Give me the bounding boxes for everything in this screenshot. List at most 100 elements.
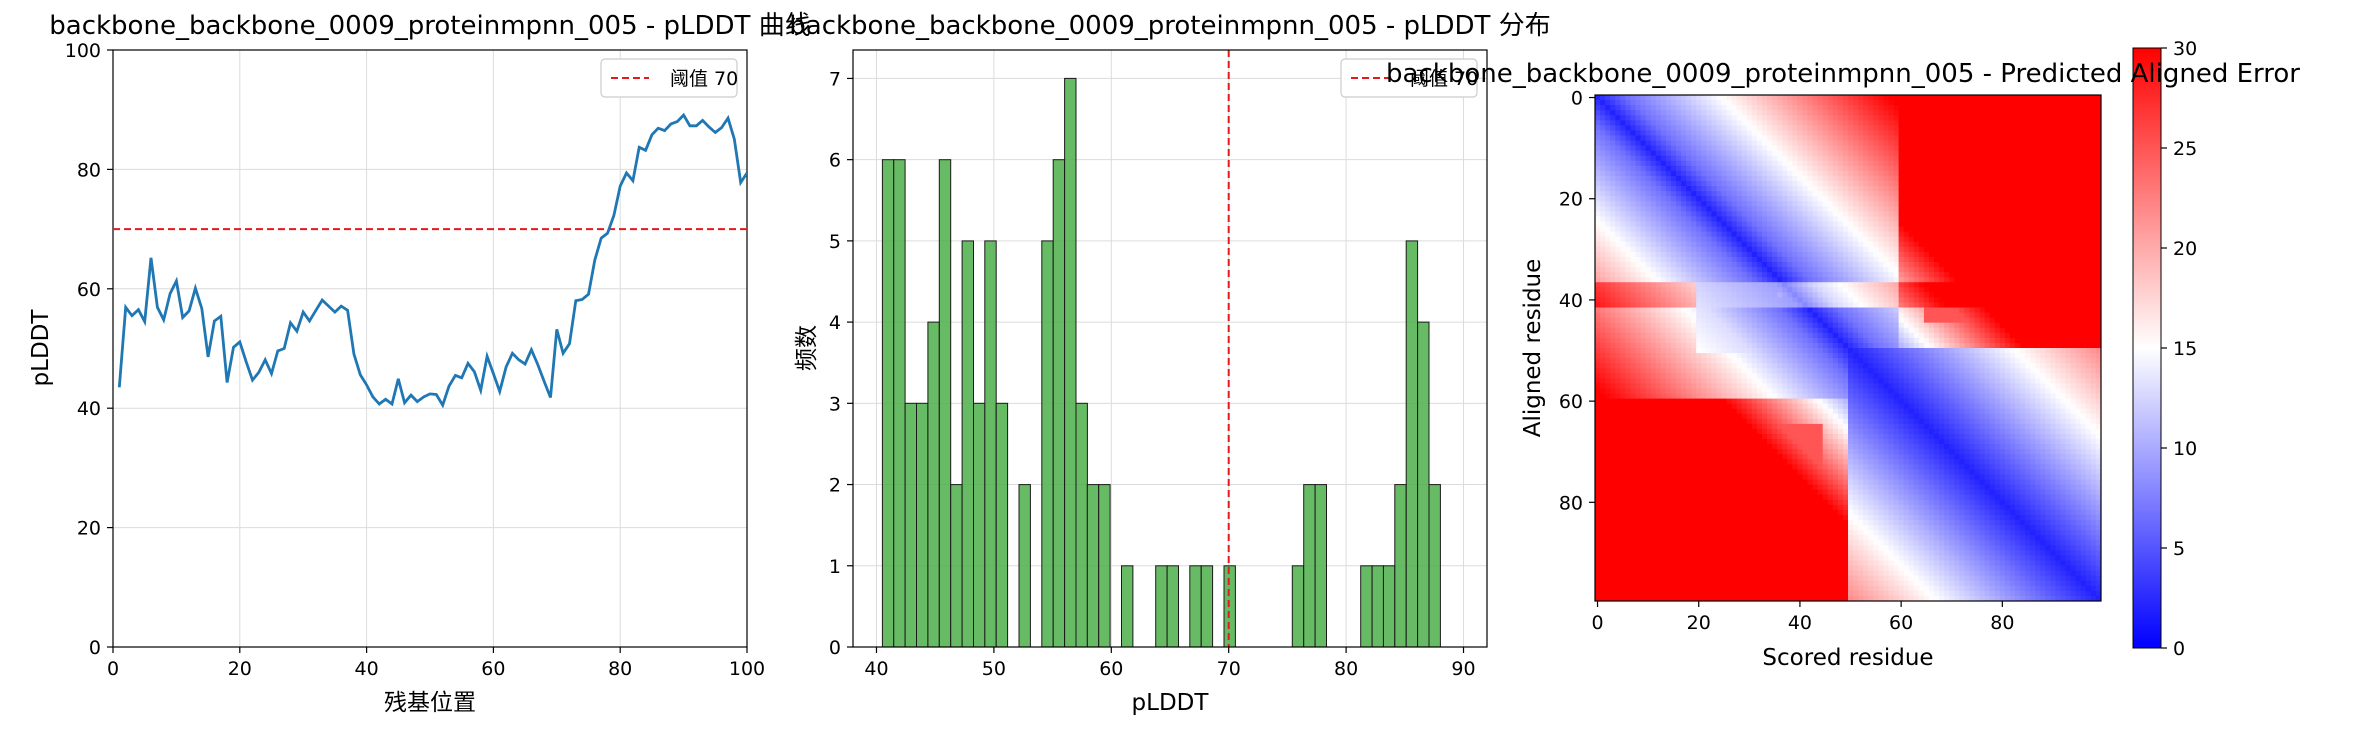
pae-heatmap-cell [1827,261,1834,268]
pae-heatmap-cell [1873,165,1879,172]
pae-heatmap-cell [1974,170,1980,177]
pae-heatmap-cell [2080,251,2087,258]
pae-heatmap-cell [2050,267,2056,273]
pae-heatmap-cell [1797,145,1803,152]
pae-heatmap-cell [1934,287,1940,293]
pae-heatmap-cell [1944,267,1950,273]
pae-heatmap-cell [2020,201,2026,207]
pae-heatmap-cell [1600,231,1606,238]
pae-heatmap-cell [1817,110,1824,116]
pae-heatmap-cell [1701,226,1707,233]
pae-heatmap-cell [1751,302,1758,308]
pae-heatmap-cell [1625,140,1631,146]
pae-heatmap-cell [1660,145,1667,152]
pae-heatmap-cell [1878,292,1884,298]
pae-heatmap-cell [1954,287,1960,293]
pae-heatmap-cell [2075,135,2082,141]
pae-heatmap-cell [1645,120,1652,126]
pae-heatmap-cell [1655,140,1662,146]
pae-heatmap-cell [1640,196,1646,202]
pae-heatmap-cell [1898,277,1905,283]
pae-heatmap-cell [1954,145,1960,152]
pae-heatmap-cell [1721,317,1727,324]
pae-heatmap-cell [1898,140,1905,146]
pae-heatmap-cell [1837,251,1844,258]
pae-heatmap-cell [1832,155,1839,162]
pae-heatmap-cell [1751,135,1758,141]
pae-heatmap-cell [1600,211,1606,217]
pae-heatmap-cell [1792,175,1798,182]
pae-heatmap-cell [1777,302,1783,308]
pae-heatmap-cell [1994,186,2001,192]
pae-heatmap-cell [1736,256,1743,263]
pae-heatmap-cell [1959,307,1965,313]
pae-heatmap-cell [1842,287,1849,293]
pae-heatmap-cell [1898,231,1905,238]
pae-heatmap-cell [1675,181,1682,187]
pae-heatmap-cell [1610,165,1616,172]
pae-heatmap-cell [1645,95,1652,101]
pae-heatmap-cell [2090,170,2097,177]
pae-heatmap-cell [1842,201,1849,207]
pae-heatmap-cell [1797,267,1803,273]
pae-heatmap-cell [1893,95,1899,101]
pae-heatmap-cell [1989,267,1996,273]
pae-heatmap-cell [1812,206,1819,212]
pae-heatmap-cell [1984,297,1991,303]
pae-heatmap-cell [1858,140,1864,146]
pae-heatmap-cell [2070,236,2077,243]
pae-heatmap-cell [2080,317,2087,324]
pae-heatmap-cell [1974,221,1980,227]
pae-heatmap-cell [1934,322,1940,329]
pae-heatmap-cell [1817,135,1824,141]
pae-heatmap-cell [1984,302,1991,308]
pae-heatmap-cell [2060,297,2066,303]
pae-heatmap-cell [1984,125,1991,131]
pae-heatmap-cell [1848,175,1854,182]
pae-heatmap-cell [1615,216,1621,222]
pae-heatmap-cell [2025,251,2031,258]
pae-heatmap-cell [1868,251,1874,258]
pae-heatmap-cell [1645,206,1652,212]
pae-heatmap-cell [1842,125,1849,131]
pae-heatmap-cell [2055,282,2061,288]
pae-heatmap-cell [1691,170,1697,177]
pae-heatmap-cell [1903,322,1910,329]
pae-heatmap-cell [1660,322,1667,329]
pae-heatmap-cell [1686,312,1692,319]
pae-heatmap-cell [1949,272,1955,278]
pae-heatmap-cell [2014,206,2021,212]
pae-heatmap-cell [1701,272,1707,278]
pae-heatmap-cell [1802,201,1808,207]
pae-heatmap-cell [1681,282,1687,288]
pae-heatmap-cell [2025,317,2031,324]
pae-heatmap-cell [1736,125,1743,131]
pae-heatmap-cell [1640,105,1646,111]
pae-heatmap-cell [1812,307,1819,313]
pae-heatmap-cell [1761,241,1768,248]
pae-heatmap-cell [1731,201,1738,207]
pae-heatmap-cell [1873,287,1879,293]
pae-heatmap-cell [1949,170,1955,177]
pae-heatmap-cell [1686,196,1692,202]
pae-heatmap-cell [1751,186,1758,192]
pae-heatmap-cell [2050,191,2056,197]
pae-heatmap-cell [1600,115,1606,121]
pae-heatmap-cell [2035,231,2041,238]
pae-heatmap-cell [1817,251,1824,258]
pae-heatmap-cell [1949,125,1955,131]
pae-heatmap-cell [1691,267,1697,273]
pae-heatmap-cell [2085,181,2092,187]
pae-heatmap-cell [1716,282,1722,288]
pae-heatmap-cell [1817,145,1824,152]
pae-heatmap-cell [1842,160,1849,167]
pae-heatmap-cell [1706,297,1712,303]
pae-heatmap-cell [2045,251,2051,258]
pae-heatmap-cell [1620,120,1626,126]
pae-heatmap-cell [1837,191,1844,197]
pae-heatmap-cell [2085,226,2092,233]
pae-heatmap-cell [1908,221,1915,227]
pae-heatmap-cell [1837,135,1844,141]
pae-heatmap-cell [2030,302,2036,308]
pae-heatmap-cell [1756,221,1763,227]
